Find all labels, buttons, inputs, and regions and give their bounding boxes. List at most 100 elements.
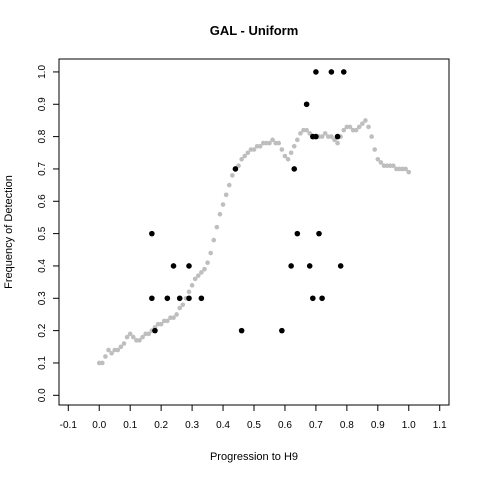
black-point — [310, 295, 316, 302]
gray-point — [211, 237, 217, 243]
gray-point — [192, 276, 198, 282]
gray-point — [180, 302, 186, 308]
gray-point — [137, 338, 142, 343]
x-tick-label: 0.0 — [92, 420, 106, 431]
gray-point — [363, 118, 368, 123]
gray-point — [205, 260, 210, 266]
gray-point — [127, 331, 133, 337]
y-tick-label: 0.7 — [37, 162, 48, 176]
gray-point — [118, 344, 124, 350]
y-tick-label: 0.2 — [37, 323, 48, 337]
black-point — [337, 263, 344, 269]
gray-point — [322, 131, 328, 136]
y-tick-label: 0.5 — [37, 226, 48, 240]
y-axis: 0.0 0.1 0.2 0.3 0.4 0.5 0.6 0.7 0.8 0.9 1.0 — [37, 65, 59, 402]
gray-point — [375, 156, 381, 162]
gray-point — [279, 147, 285, 152]
black-point — [176, 295, 183, 302]
black-point — [164, 295, 171, 302]
gray-point — [199, 270, 204, 275]
black-point — [149, 295, 155, 302]
x-axis: -0.1 0.0 0.1 0.2 0.3 0.4 0.5 0.6 0.7 0.8 0.9 1.0 1.1 — [60, 405, 447, 431]
y-tick-label: 0.3 — [37, 291, 48, 305]
plot-frame — [58, 58, 450, 406]
series-gray-points — [96, 118, 412, 366]
series-black-points — [149, 69, 347, 334]
gray-point — [189, 283, 195, 288]
gray-point — [390, 163, 396, 169]
x-tick-label: 0.2 — [154, 420, 168, 431]
gray-point — [335, 140, 340, 146]
black-point — [306, 263, 313, 269]
gray-point — [285, 156, 291, 162]
black-point — [238, 327, 245, 334]
x-tick-label: 1.0 — [402, 420, 416, 431]
gray-point — [121, 341, 127, 346]
black-point — [291, 166, 298, 172]
gray-point — [174, 312, 179, 317]
gray-point — [124, 334, 130, 340]
black-point — [279, 327, 285, 334]
black-point — [319, 295, 325, 302]
x-tick-label: 1.1 — [433, 420, 447, 431]
x-axis-label: Progression to H9 — [210, 451, 298, 463]
gray-point — [307, 131, 313, 136]
gray-point — [226, 182, 232, 188]
x-tick-label: 0.3 — [185, 420, 199, 431]
black-point — [328, 69, 335, 75]
x-tick-label: 0.6 — [278, 420, 292, 431]
y-tick-label: 0.9 — [37, 97, 48, 111]
black-point — [340, 69, 347, 75]
gray-point — [360, 121, 365, 126]
gray-point — [208, 250, 213, 256]
x-tick-label: 0.4 — [216, 420, 230, 431]
gray-point — [366, 124, 371, 130]
y-tick-label: 0.8 — [37, 129, 48, 143]
gray-point — [220, 202, 226, 207]
black-point — [294, 230, 301, 237]
gray-point — [223, 192, 229, 198]
y-tick-label: 0.0 — [37, 388, 48, 402]
y-tick-label: 0.1 — [37, 356, 48, 370]
gray-point — [242, 153, 248, 159]
gray-point — [329, 134, 334, 139]
x-tick-label: 0.8 — [340, 420, 354, 431]
black-point — [198, 295, 205, 302]
gray-point — [100, 360, 105, 366]
gray-point — [276, 140, 282, 146]
gray-point — [353, 127, 359, 133]
x-tick-label: 0.1 — [123, 420, 137, 431]
gray-point — [115, 347, 121, 353]
x-tick-label: 0.7 — [309, 420, 323, 431]
y-tick-label: 0.4 — [37, 259, 48, 273]
chart-title: GAL - Uniform — [210, 23, 299, 38]
black-point — [303, 101, 310, 108]
gray-point — [251, 147, 257, 152]
gray-point — [109, 350, 114, 356]
gray-point — [177, 305, 183, 311]
gray-point — [369, 134, 374, 139]
gray-point — [403, 166, 408, 172]
y-axis-label: Frequency of Detection — [3, 175, 15, 289]
gray-point — [319, 134, 325, 139]
black-point — [288, 263, 294, 269]
black-point — [186, 295, 192, 302]
gray-point — [217, 211, 223, 217]
black-point — [186, 263, 192, 269]
gray-point — [341, 127, 347, 133]
gray-point — [332, 137, 337, 143]
gray-point — [298, 131, 303, 136]
gray-point — [230, 173, 235, 178]
gray-point — [288, 150, 294, 156]
black-point — [152, 327, 158, 334]
x-tick-label: -0.1 — [60, 420, 78, 431]
x-tick-label: 0.5 — [247, 420, 261, 431]
gray-point — [406, 169, 412, 175]
gray-point — [140, 334, 145, 340]
black-point — [334, 133, 341, 140]
gray-point — [239, 156, 244, 162]
gray-point — [236, 163, 241, 169]
gray-point — [186, 289, 192, 295]
gray-point — [106, 347, 111, 353]
